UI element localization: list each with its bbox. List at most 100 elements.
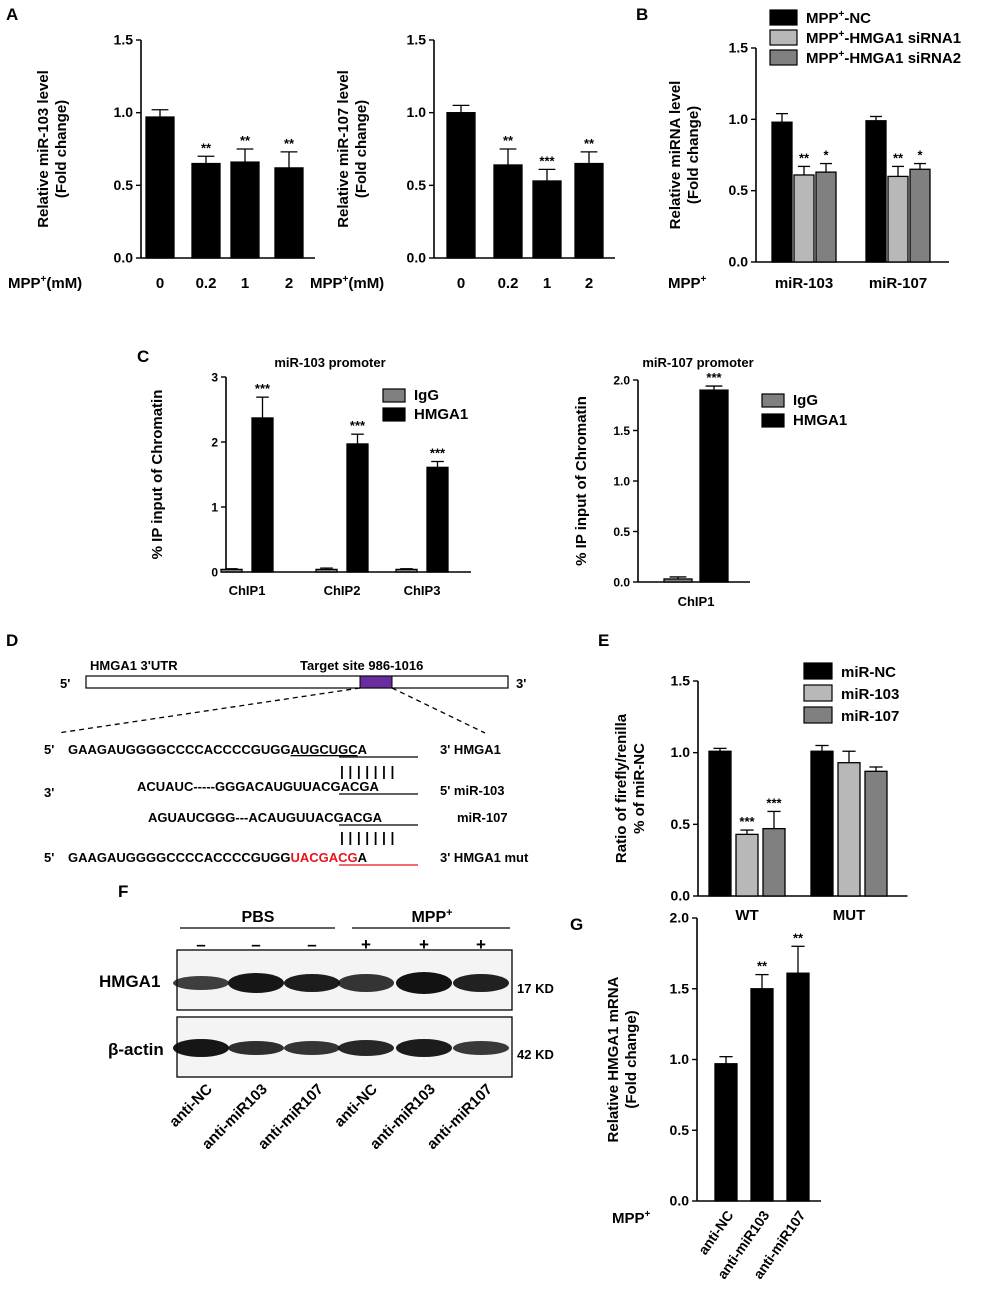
y-axis-label: % IP input of Chromatin xyxy=(149,390,166,560)
hmga1-band xyxy=(396,972,452,994)
significance-label: ** xyxy=(793,930,804,945)
bar xyxy=(395,568,418,573)
significance-label: ** xyxy=(757,959,768,974)
panel-label-g: G xyxy=(570,915,583,934)
legend-label: miR-103 xyxy=(841,686,899,703)
y-tick-label: 0.5 xyxy=(671,816,691,832)
chart-g: 0.0 0.5 1.0 1.5 2.0 Relative HMGA1 mRNA(Fold … xyxy=(605,910,821,1282)
legend-swatch xyxy=(803,684,833,702)
x-tick-label: 0.2 xyxy=(196,275,217,292)
significance-label: * xyxy=(917,148,923,163)
actin-row-label: β-actin xyxy=(108,1040,164,1059)
x-tick-label: WT xyxy=(735,907,758,924)
y-tick-label: 1.0 xyxy=(114,104,134,120)
row2-right: 5' miR-103 xyxy=(440,783,505,798)
actin-size: 42 KD xyxy=(517,1047,554,1062)
bar xyxy=(810,750,834,897)
legend-label: MPP+-HMGA1 siRNA1 xyxy=(806,29,961,47)
bar xyxy=(735,833,759,897)
legend-label: MPP+-HMGA1 siRNA2 xyxy=(806,49,961,67)
lane-label: anti-NC xyxy=(331,1081,381,1131)
row4-left: 5' xyxy=(44,850,54,865)
row1-left: 5' xyxy=(44,742,54,757)
x-tick-label: 1 xyxy=(543,275,551,292)
y-axis-label: % IP input of Chromatin xyxy=(573,396,590,566)
y-tick-label: 0.5 xyxy=(407,177,427,193)
significance-label: ** xyxy=(893,150,904,165)
actin-band xyxy=(173,1039,229,1057)
significance-label: ** xyxy=(584,136,595,151)
treatment-sign: – xyxy=(251,935,260,954)
bar xyxy=(865,120,887,263)
bar xyxy=(663,578,693,583)
y-tick-label: 1 xyxy=(211,501,218,515)
hmga1-row-label: HMGA1 xyxy=(99,972,160,991)
significance-label: ** xyxy=(503,133,514,148)
legend-swatch xyxy=(769,29,798,46)
blot-bands xyxy=(173,972,509,1057)
chart-c2: 0.0 0.5 1.0 1.5 2.0 % IP input of Chromatin mi… xyxy=(573,355,847,609)
hmga1-band xyxy=(338,974,394,992)
chart-b: 0.0 0.5 1.0 1.5 Relative miRNA level(Fold ch… xyxy=(667,9,961,292)
bar xyxy=(750,988,774,1202)
bar xyxy=(837,762,861,897)
bar xyxy=(220,568,243,573)
y-tick-label: 0.0 xyxy=(729,254,749,270)
actin-band xyxy=(338,1040,394,1056)
y-tick-label: 0.0 xyxy=(114,250,134,266)
x-tick-label: ChIP2 xyxy=(324,583,361,598)
hmga1-band xyxy=(453,974,509,992)
hmga1-size: 17 KD xyxy=(517,981,554,996)
significance-label: *** xyxy=(430,446,446,461)
chart-e: 0.0 0.5 1.0 1.5 Ratio of firefly/renilla% of… xyxy=(613,662,908,924)
y-tick-label: 2 xyxy=(211,436,218,450)
lane-label: anti-NC xyxy=(166,1081,216,1131)
x-tick-label: ChIP1 xyxy=(229,583,266,598)
chart-title: miR-103 promoter xyxy=(274,355,385,370)
y-tick-label: 1.5 xyxy=(670,980,690,996)
significance-label: ** xyxy=(799,150,810,165)
chart-a1: 0.0 0.5 1.0 1.5 Relative miR-103 level(Fold … xyxy=(8,32,315,292)
bar xyxy=(346,443,369,573)
treatment-sign: – xyxy=(196,935,205,954)
x-tick-label: ChIP1 xyxy=(678,594,715,609)
legend-label: MPP+-NC xyxy=(806,9,871,27)
panel-label-d: D xyxy=(6,631,18,650)
treatment-sign: + xyxy=(476,935,486,954)
chart-title: miR-107 promoter xyxy=(642,355,753,370)
x-axis-label: MPP+ xyxy=(668,274,707,292)
significance-label: *** xyxy=(539,153,555,168)
significance-label: * xyxy=(823,148,829,163)
bar xyxy=(230,161,260,259)
significance-label: *** xyxy=(739,814,755,829)
y-tick-label: 0.0 xyxy=(671,888,691,904)
y-axis-label: Relative miR-107 level(Fold change) xyxy=(335,70,370,228)
significance-label: ** xyxy=(240,133,251,148)
pbs-label: PBS xyxy=(242,909,275,926)
hmga1-band xyxy=(284,974,340,992)
significance-label: *** xyxy=(706,370,722,385)
panel-label-f: F xyxy=(118,882,128,901)
y-tick-label: 1.5 xyxy=(114,32,134,48)
treatment-sign: + xyxy=(361,935,371,954)
zoom-line-left xyxy=(57,687,361,734)
bar xyxy=(714,1063,738,1202)
chart-a2: 0.0 0.5 1.0 1.5 Relative miR-107 level(Fold … xyxy=(310,32,615,292)
bar xyxy=(251,417,274,573)
y-tick-label: 0.0 xyxy=(670,1193,690,1209)
bar xyxy=(426,466,449,573)
x-tick-label: 1 xyxy=(241,275,249,292)
legend-swatch xyxy=(803,706,833,724)
bar xyxy=(145,116,175,259)
panel-label-c: C xyxy=(137,347,149,366)
actin-band xyxy=(284,1041,340,1055)
target-site-box xyxy=(359,675,393,689)
row3-seq: AGUAUCGGG---ACAUGUUACGACGA xyxy=(148,810,383,825)
panel-label-e: E xyxy=(598,631,609,650)
significance-label: *** xyxy=(766,795,782,810)
y-tick-label: 1.0 xyxy=(671,744,691,760)
y-tick-label: 1.0 xyxy=(670,1051,690,1067)
utr-5prime: 5' xyxy=(60,676,70,691)
treatment-sign: – xyxy=(307,935,316,954)
x-tick-label: MUT xyxy=(833,907,866,924)
